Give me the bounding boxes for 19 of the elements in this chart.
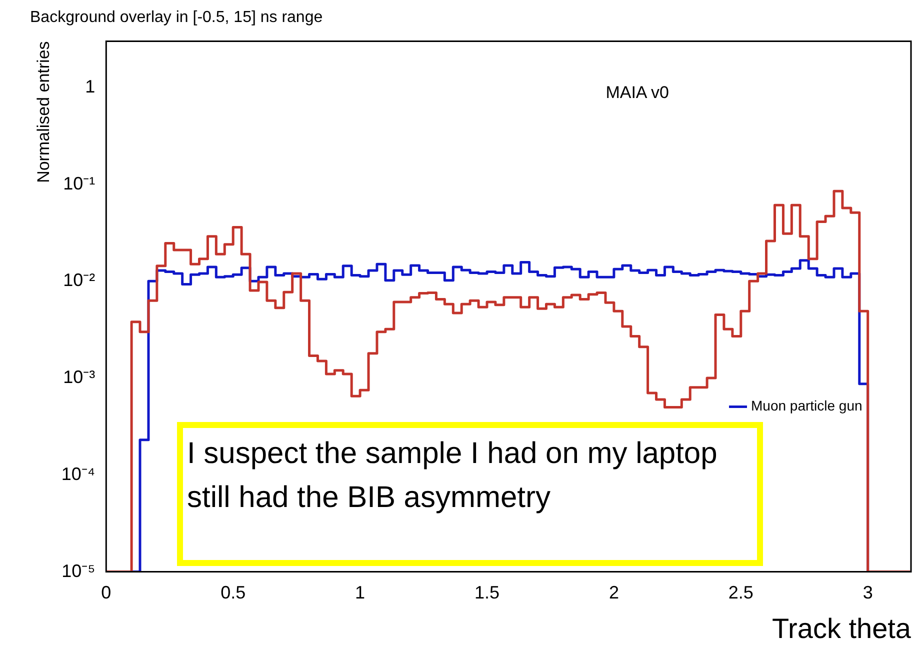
annotation: MAIA v0 bbox=[606, 82, 670, 102]
annotation: I suspect the sample I had on my laptop still had the BIB asymmetry bbox=[177, 422, 763, 566]
x-tick-label: 0 bbox=[101, 582, 112, 603]
y-axis-title: Normalised entries bbox=[34, 41, 53, 183]
chart-title: Background overlay in [-0.5, 15] ns range bbox=[30, 9, 323, 26]
y-tick-label: 10⁻⁴ bbox=[61, 464, 96, 484]
x-tick-label: 3 bbox=[862, 582, 873, 603]
x-tick-label: 0.5 bbox=[220, 582, 246, 603]
legend-label: Muon particle gun bbox=[751, 398, 862, 414]
y-tick-label: 1 bbox=[85, 76, 96, 96]
y-tick-label: 10⁻⁵ bbox=[62, 560, 96, 581]
y-tick-label: 10⁻¹ bbox=[63, 173, 96, 194]
x-axis-title: Track theta bbox=[772, 612, 912, 644]
x-tick-label: 2.5 bbox=[728, 582, 754, 603]
x-tick-label: 1.5 bbox=[474, 582, 500, 603]
x-tick-label: 2 bbox=[608, 582, 619, 603]
y-tick-label: 10⁻³ bbox=[63, 367, 96, 388]
x-tick-label: 1 bbox=[355, 582, 366, 603]
y-tick-label: 10⁻² bbox=[63, 270, 96, 290]
